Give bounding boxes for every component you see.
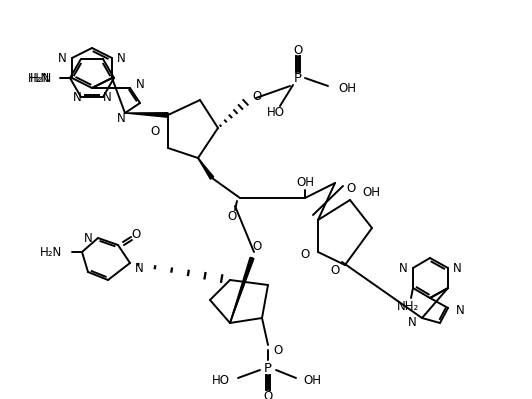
Text: N: N <box>73 91 81 104</box>
Text: OH: OH <box>338 81 356 95</box>
Text: N: N <box>453 261 462 275</box>
Text: O: O <box>227 209 237 223</box>
Text: H₂N: H₂N <box>30 71 52 85</box>
Text: H₂N: H₂N <box>40 245 62 259</box>
Text: N: N <box>117 111 126 124</box>
Text: O: O <box>301 247 310 261</box>
Text: N: N <box>103 91 111 104</box>
Text: OH: OH <box>303 373 321 387</box>
Text: O: O <box>346 182 355 194</box>
Text: P: P <box>294 71 302 85</box>
Text: OH: OH <box>296 176 314 188</box>
Text: N: N <box>408 316 417 330</box>
Text: P: P <box>264 361 272 375</box>
Text: N: N <box>135 261 144 275</box>
Text: O: O <box>252 89 261 103</box>
Text: N: N <box>84 231 93 245</box>
Text: NH₂: NH₂ <box>397 300 419 312</box>
Text: HO: HO <box>267 107 285 119</box>
Text: N: N <box>58 51 67 65</box>
Text: HO: HO <box>212 373 230 387</box>
Polygon shape <box>198 158 214 179</box>
Text: N: N <box>117 51 126 65</box>
Text: O: O <box>131 229 140 241</box>
Text: H₂N: H₂N <box>28 71 50 85</box>
Text: O: O <box>331 263 340 277</box>
Text: O: O <box>151 125 160 138</box>
Text: O: O <box>273 344 282 356</box>
Text: OH: OH <box>362 186 380 198</box>
Text: O: O <box>293 43 303 57</box>
Text: O: O <box>252 239 262 253</box>
Polygon shape <box>230 257 254 323</box>
Polygon shape <box>125 113 168 117</box>
Text: N: N <box>136 79 145 91</box>
Text: N: N <box>456 304 465 318</box>
Text: N: N <box>399 261 408 275</box>
Text: O: O <box>263 389 272 399</box>
